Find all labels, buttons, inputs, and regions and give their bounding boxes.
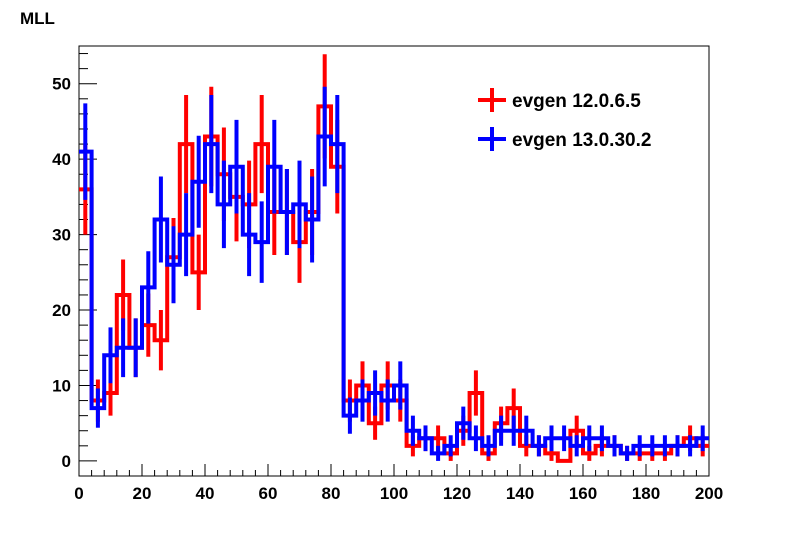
x-tick-label: 60 [259,484,278,503]
legend-label-blue: evgen 13.0.30.2 [512,130,651,151]
x-axis: 0 20 40 60 80 100 120 140 160 180 200 [74,464,723,503]
x-tick-label: 160 [569,484,597,503]
y-tick-label: 0 [62,452,71,471]
y-tick-label: 50 [52,75,71,94]
series-blue [79,86,709,461]
x-tick-label: 0 [74,484,83,503]
x-tick-label: 120 [443,484,471,503]
x-tick-label: 180 [632,484,660,503]
y-axis: 0 10 20 30 40 50 [52,53,97,471]
histogram-step-line [79,134,709,456]
x-tick-label: 100 [380,484,408,503]
series-layer [79,54,709,463]
legend: evgen 12.0.6.5 evgen 13.0.30.2 [478,88,651,151]
y-tick-label: 30 [52,226,71,245]
y-tick-label: 40 [52,150,71,169]
legend-label-red: evgen 12.0.6.5 [512,91,641,112]
legend-entry-blue: evgen 13.0.30.2 [478,127,651,151]
x-tick-label: 20 [133,484,152,503]
y-tick-label: 20 [52,301,71,320]
y-tick-label: 10 [52,376,71,395]
chart-title: MLL [20,9,55,28]
x-tick-label: 40 [196,484,215,503]
x-tick-label: 140 [506,484,534,503]
x-tick-label: 200 [695,484,723,503]
x-tick-label: 80 [322,484,341,503]
legend-entry-red: evgen 12.0.6.5 [478,88,641,112]
